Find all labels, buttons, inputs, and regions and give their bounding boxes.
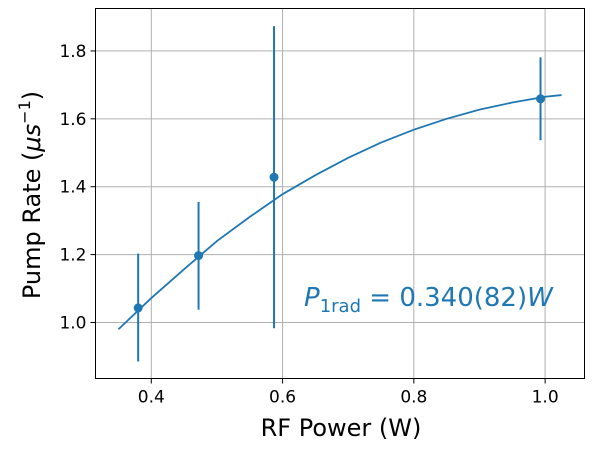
y-tick-label: 1.8 [59,42,86,62]
data-point [194,251,204,261]
plot-frame [95,8,585,379]
x-tick-label: 0.8 [400,388,427,408]
axis-ticks [90,50,546,384]
data-point [536,94,546,104]
y-tick-label: 1.4 [59,178,86,198]
data-point [269,172,279,182]
y-tick-label: 1.0 [59,313,86,333]
grid-lines [95,8,585,379]
x-axis-label: RF Power (W) [261,414,422,442]
y-tick-label: 1.2 [59,246,86,266]
data-points-layer [133,26,546,362]
x-tick-label: 0.4 [138,388,165,408]
x-tick-label: 1.0 [532,388,559,408]
y-tick-label: 1.6 [59,110,86,130]
data-point [133,303,143,313]
tick-labels: 0.4 0.6 0.8 1.0 1.0 1.2 1.4 1.6 1.8 [59,42,558,408]
x-tick-label: 0.6 [269,388,296,408]
y-axis-label: Pump Rate (μs−1) [15,91,46,299]
fit-annotation: P1rad = 0.340(82)W [304,283,554,317]
fit-curve-layer [117,94,562,330]
fit-curve [117,94,562,330]
